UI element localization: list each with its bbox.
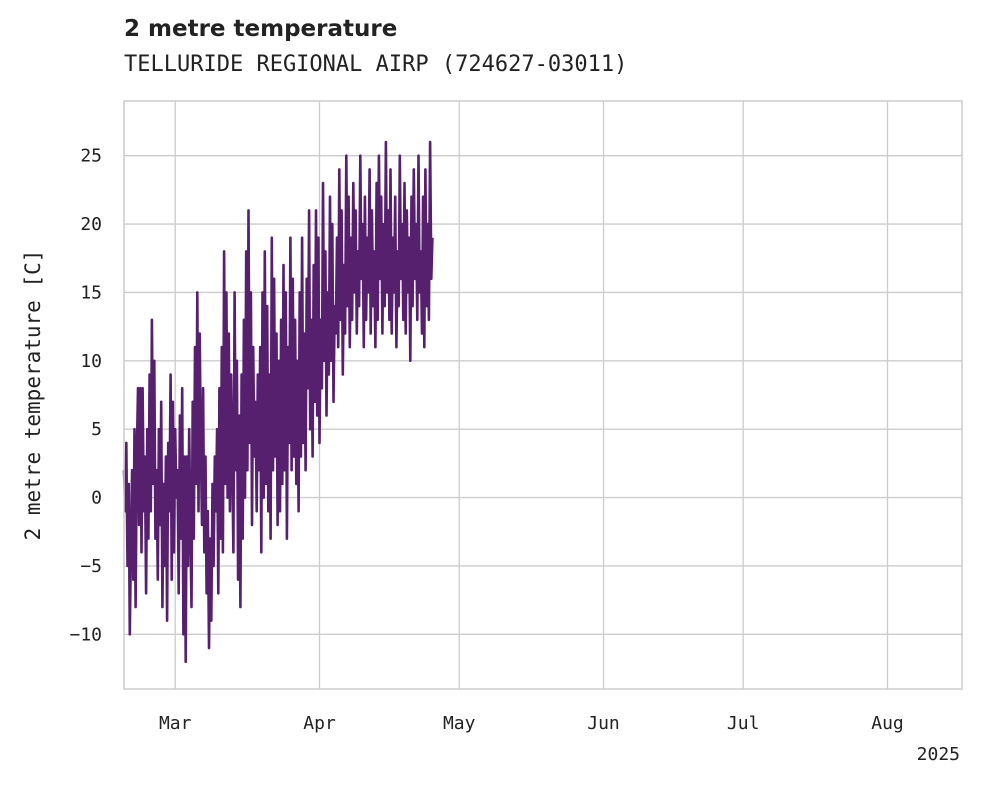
year-label: 2025 <box>917 744 960 765</box>
x-tick-label: May <box>443 713 476 734</box>
x-tick-labels: Mar Apr May Jun Jul Aug <box>159 713 904 734</box>
series-layer <box>122 140 434 664</box>
x-tick-label: Apr <box>303 713 336 734</box>
y-tick-label: 10 <box>80 351 102 372</box>
y-tick-label: 15 <box>80 282 102 303</box>
chart-subtitle: TELLURIDE REGIONAL AIRP (724627-03011) <box>124 52 628 77</box>
y-tick-label: 25 <box>80 146 102 167</box>
y-tick-label: 5 <box>91 419 102 440</box>
chart-title: 2 metre temperature <box>124 16 398 42</box>
x-tick-label: Jul <box>727 713 760 734</box>
plot-frame <box>123 100 963 690</box>
temperature-series-line <box>122 140 434 664</box>
x-tick-label: Mar <box>159 713 192 734</box>
y-tick-label: −5 <box>80 556 102 577</box>
y-tick-label: −10 <box>69 624 102 645</box>
y-axis-label: 2 metre temperature [C] <box>21 250 45 541</box>
y-tick-labels: −10 −5 0 5 10 15 20 25 <box>69 146 102 646</box>
x-tick-label: Jun <box>587 713 620 734</box>
y-tick-label: 20 <box>80 214 102 235</box>
x-tick-label: Aug <box>871 713 904 734</box>
y-tick-label: 0 <box>91 488 102 509</box>
